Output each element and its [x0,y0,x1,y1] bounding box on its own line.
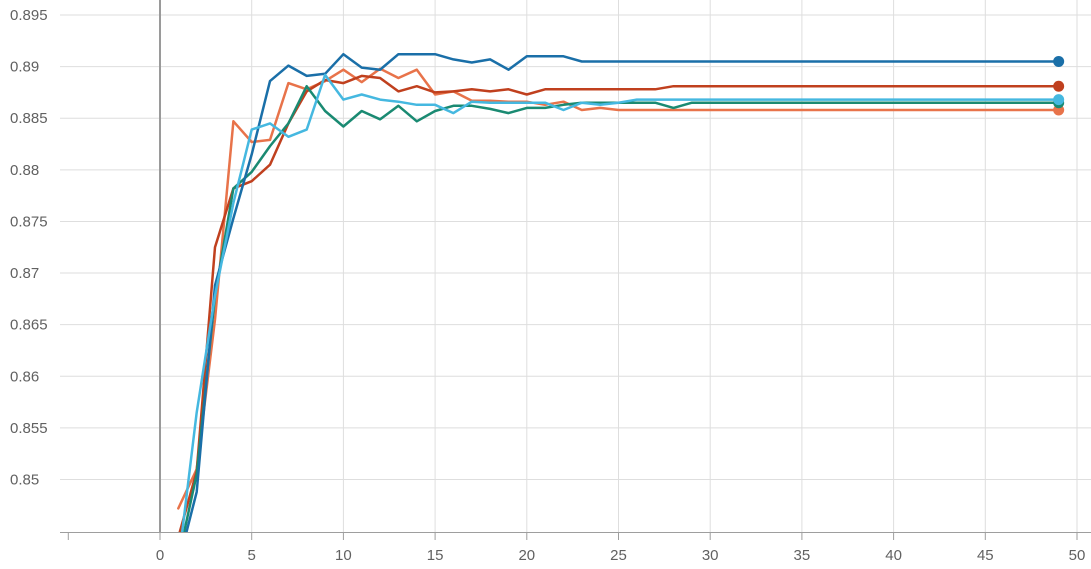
x-tick-label: 10 [335,547,352,564]
x-tick-label: 5 [248,547,256,564]
x-tick-label: 40 [885,547,902,564]
end-markers [1053,55,1065,116]
y-tick-label: 0.855 [10,420,48,437]
series-layer [177,52,1060,532]
y-tick-label: 0.885 [10,110,48,127]
series-line [180,73,1060,532]
y-tick-labels: 0.85 0.855 0.86 0.865 0.87 0.875 0.88 0.885 0.89… [10,7,48,489]
x-tick-label: 0 [156,547,164,564]
x-tick-label: 45 [977,547,994,564]
x-tick-label: 35 [794,547,811,564]
x-tick-label: 30 [702,547,719,564]
series-end-marker [1053,80,1065,92]
y-tick-label: 0.89 [10,59,39,76]
x-tick-label: 20 [518,547,535,564]
y-tick-label: 0.875 [10,213,48,230]
y-tick-label: 0.86 [10,368,39,385]
x-tick-label: 15 [427,547,444,564]
series-line [178,74,1060,532]
y-tick-label: 0.895 [10,7,48,24]
series-end-marker [1053,94,1065,106]
x-tick-label: 50 [1069,547,1086,564]
axes [60,0,1091,540]
y-tick-label: 0.85 [10,472,39,489]
x-tick-labels: 0 5 10 15 20 25 30 35 40 45 50 [156,547,1086,564]
y-tick-label: 0.87 [10,265,39,282]
y-tick-label: 0.88 [10,162,39,179]
series-end-marker [1053,55,1065,67]
x-tick-label: 25 [610,547,627,564]
y-tick-label: 0.865 [10,317,48,334]
